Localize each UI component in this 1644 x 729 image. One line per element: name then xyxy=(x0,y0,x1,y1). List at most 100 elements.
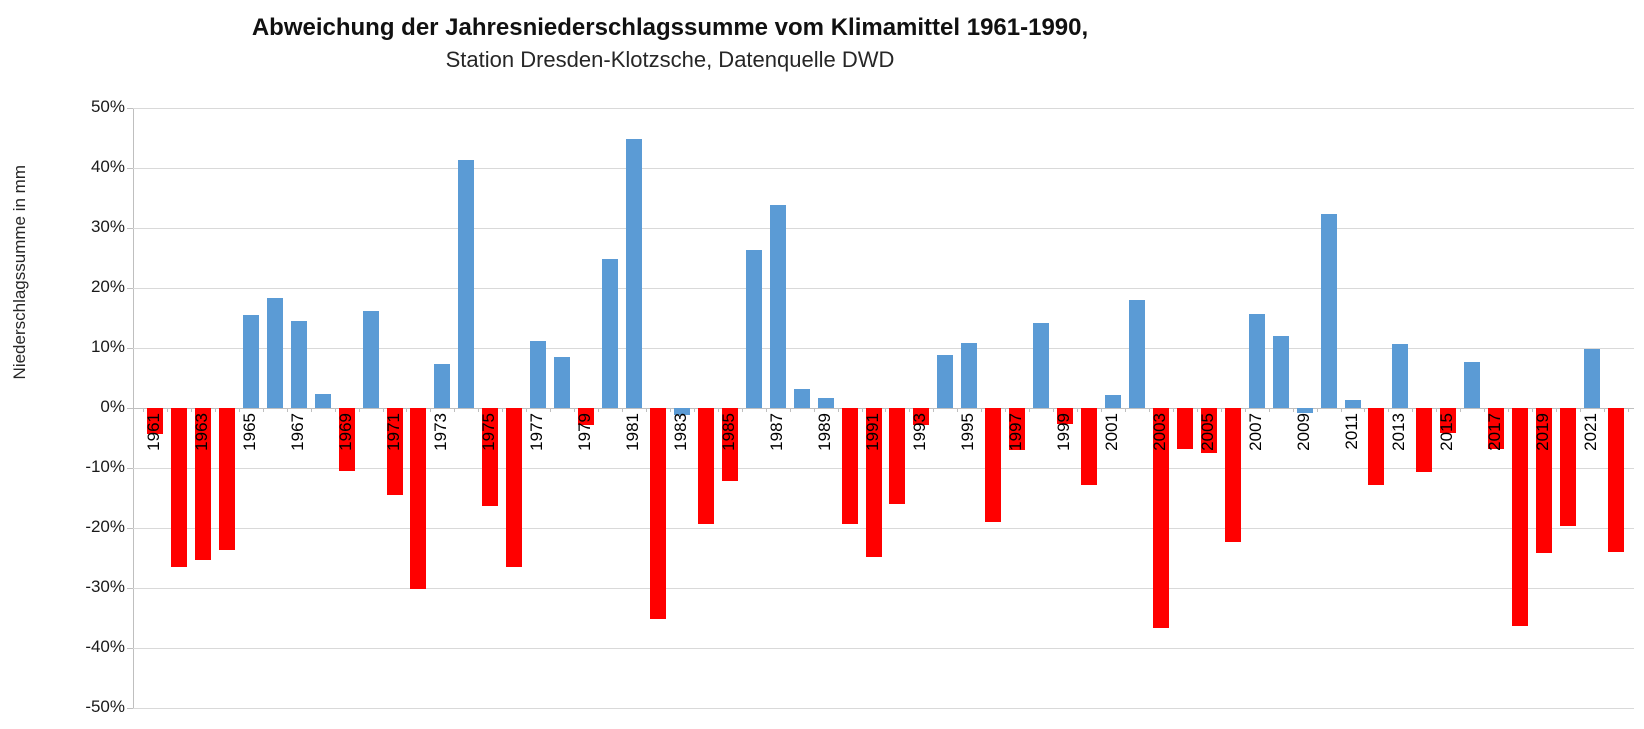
x-tick-label-1969: 1969 xyxy=(335,413,355,451)
bar-1961 xyxy=(147,408,163,434)
bar-2006 xyxy=(1224,408,1241,542)
x-axis-tick xyxy=(789,408,791,412)
y-tick-label--50: -50% xyxy=(85,697,125,716)
bar-1967 xyxy=(290,321,307,408)
x-tick-label-1987: 1987 xyxy=(766,413,786,451)
x-tick-label-2017: 2017 xyxy=(1485,413,1505,451)
x-axis-tick xyxy=(166,408,168,412)
x-axis-tick xyxy=(861,408,863,412)
x-axis-tick xyxy=(262,408,264,412)
x-tick-label-1963: 1963 xyxy=(191,413,211,451)
gridline-10 xyxy=(133,348,1634,349)
gridline--30 xyxy=(133,588,1634,589)
bar-1972 xyxy=(410,408,427,589)
chart-title: Abweichung der Jahresniederschlagssumme … xyxy=(251,14,1089,41)
x-axis-tick xyxy=(765,408,767,412)
x-tick-label-1961: 1961 xyxy=(144,413,163,451)
x-axis-tick xyxy=(143,408,145,412)
x-tick-label-1999: 1999 xyxy=(1054,413,1074,451)
gridline--50 xyxy=(133,708,1634,709)
bar-1966 xyxy=(266,298,283,408)
x-tick-label-2019: 2019 xyxy=(1533,413,1553,451)
x-axis-tick xyxy=(1412,408,1414,412)
x-axis-tick xyxy=(1340,408,1342,412)
x-tick-label-2003: 2003 xyxy=(1149,413,1169,451)
y-axis-tick xyxy=(127,288,133,289)
x-axis-tick xyxy=(909,408,911,412)
y-axis-tick xyxy=(127,468,133,469)
x-axis-tick xyxy=(693,408,695,412)
x-axis-tick xyxy=(1603,408,1605,412)
bar-1987 xyxy=(769,205,786,408)
bar-1986 xyxy=(745,250,762,408)
y-tick-label--20: -20% xyxy=(85,517,125,536)
x-axis-tick xyxy=(933,408,935,412)
gridline--10 xyxy=(133,468,1634,469)
bar-1994 xyxy=(937,355,954,408)
bar-2013 xyxy=(1392,343,1409,408)
y-tick-label-20: 20% xyxy=(90,277,125,296)
x-tick-label-1993: 1993 xyxy=(910,413,930,451)
x-axis-tick xyxy=(1172,408,1174,412)
bar-1993 xyxy=(913,408,930,425)
bar-1982 xyxy=(649,408,666,620)
x-tick-label-2009: 2009 xyxy=(1293,413,1313,451)
bar-2021 xyxy=(1584,348,1600,408)
x-axis-tick xyxy=(406,408,408,412)
x-axis-tick xyxy=(1556,408,1558,412)
x-tick-label-1971: 1971 xyxy=(383,413,403,451)
x-axis-tick xyxy=(813,408,815,412)
x-tick-label-2013: 2013 xyxy=(1389,413,1409,451)
x-axis-tick xyxy=(1053,408,1055,412)
y-tick-label-50: 50% xyxy=(90,97,125,116)
bar-1974 xyxy=(458,160,475,408)
bar-2019 xyxy=(1536,408,1553,553)
bar-1964 xyxy=(218,408,235,551)
gridline-40 xyxy=(133,168,1634,169)
y-tick-label-10: 10% xyxy=(90,337,125,356)
x-axis-tick xyxy=(1484,408,1486,412)
x-axis-tick xyxy=(1005,408,1007,412)
bar-2000 xyxy=(1081,408,1098,486)
x-tick-label-1979: 1979 xyxy=(575,413,595,451)
x-tick-label-2007: 2007 xyxy=(1245,413,1265,451)
y-axis-tick xyxy=(127,408,133,409)
bar-1978 xyxy=(554,357,571,408)
x-tick-label-1967: 1967 xyxy=(287,413,307,451)
x-axis-tick xyxy=(430,408,432,412)
y-tick-label-0: 0% xyxy=(100,397,125,416)
gridline--20 xyxy=(133,528,1634,529)
bar-2009 xyxy=(1296,408,1313,414)
y-axis-tick xyxy=(127,228,133,229)
x-axis-tick xyxy=(190,408,192,412)
x-axis-tick xyxy=(286,408,288,412)
x-axis-tick xyxy=(622,408,624,412)
bar-2001 xyxy=(1105,394,1121,408)
bar-1969 xyxy=(338,408,355,471)
bar-1995 xyxy=(961,342,978,408)
x-axis-tick xyxy=(382,408,384,412)
bar-1991 xyxy=(865,408,882,558)
bar-1975 xyxy=(482,408,499,506)
bar-1998 xyxy=(1033,322,1050,408)
y-axis-tick xyxy=(127,108,133,109)
chart-subtitle: Station Dresden-Klotzsche, Datenquelle D… xyxy=(445,47,895,72)
y-axis-tick xyxy=(127,648,133,649)
x-axis-tick xyxy=(526,408,528,412)
x-axis-tick xyxy=(1436,408,1438,412)
x-tick-label-1991: 1991 xyxy=(862,413,882,451)
x-axis-tick xyxy=(1148,408,1150,412)
bar-2004 xyxy=(1176,408,1193,449)
bar-1963 xyxy=(194,408,211,561)
x-tick-label-1985: 1985 xyxy=(718,413,738,451)
bar-1980 xyxy=(602,259,619,408)
y-tick-label--30: -30% xyxy=(85,577,125,596)
x-axis-tick xyxy=(358,408,360,412)
x-axis-tick xyxy=(1220,408,1222,412)
x-axis-tick xyxy=(574,408,576,412)
x-tick-label-2021: 2021 xyxy=(1581,413,1600,451)
x-axis-tick xyxy=(502,408,504,412)
bar-1990 xyxy=(841,408,858,525)
x-axis-tick xyxy=(1077,408,1079,412)
x-axis-tick xyxy=(957,408,959,412)
